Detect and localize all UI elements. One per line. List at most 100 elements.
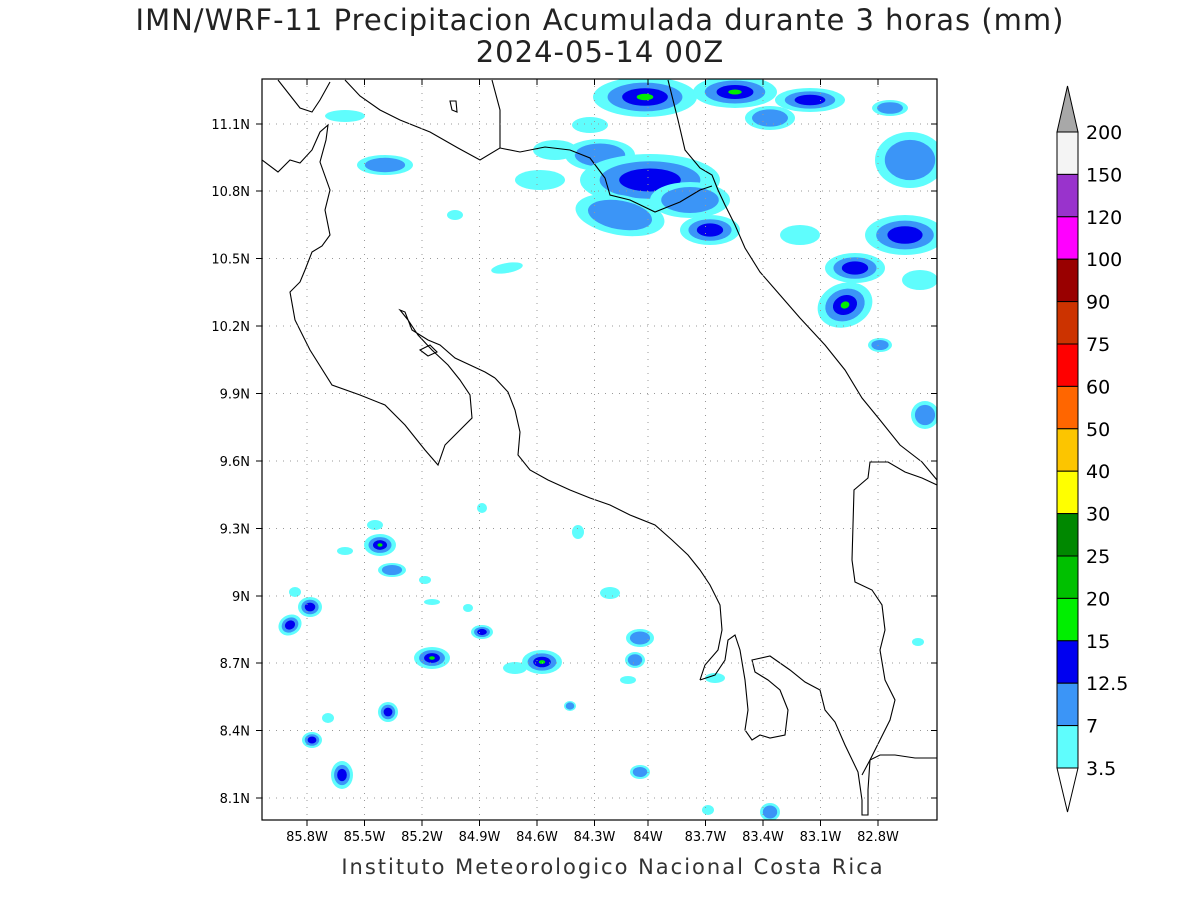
precip-cell <box>325 110 365 122</box>
precipitation-field <box>278 79 937 820</box>
lat-tick-label: 8.7N <box>220 657 250 672</box>
lat-tick-label: 10.5N <box>211 253 250 268</box>
lon-tick-label: 83.7W <box>685 830 727 845</box>
map-valid-time: 2024-05-14 00Z <box>475 35 725 69</box>
lon-tick-label: 85.2W <box>401 830 443 845</box>
precip-cell <box>572 525 584 539</box>
colorbar-level-label: 25 <box>1086 546 1110 568</box>
lat-tick-label: 8.4N <box>220 725 250 740</box>
precip-cell <box>661 187 719 213</box>
precip-cell <box>794 94 826 106</box>
lat-tick-label: 10.8N <box>211 185 250 200</box>
colorbar-level-label: 15 <box>1086 631 1110 653</box>
precip-cell <box>912 638 924 646</box>
lon-tick-label: 84W <box>633 830 663 845</box>
precip-cell <box>538 660 546 664</box>
precip-cell <box>914 404 936 426</box>
precip-cell <box>762 805 778 819</box>
precip-cell <box>419 576 431 584</box>
precip-cell <box>463 604 473 612</box>
precip-cell <box>337 547 353 555</box>
lon-tick-label: 82.8W <box>857 830 899 845</box>
colorbar-level-label: 20 <box>1086 588 1110 610</box>
precip-cell <box>620 676 636 684</box>
colorbar-box <box>1056 470 1079 515</box>
precip-cell <box>304 602 316 612</box>
lon-tick-label: 85.5W <box>344 830 386 845</box>
precip-cell <box>429 656 435 660</box>
lat-tick-label: 9.6N <box>220 455 250 470</box>
colorbar: 3.5 7 12.5 15 20 25 30 40 50 60 75 90 100 120 150 200 <box>1056 85 1128 813</box>
credit-text: Instituto Meteorologico Nacional Costa R… <box>341 855 885 879</box>
colorbar-level-label: 50 <box>1086 419 1110 441</box>
precip-cell <box>424 599 440 605</box>
colorbar-box <box>1056 597 1079 642</box>
lat-tick-label: 11.1N <box>211 118 250 133</box>
precip-cell <box>377 543 383 547</box>
colorbar-level-label: 120 <box>1086 207 1122 229</box>
precip-cell <box>696 223 724 237</box>
precip-cell <box>322 713 334 723</box>
colorbar-box <box>1056 301 1079 345</box>
lon-tick-label: 83.1W <box>800 830 842 845</box>
colorbar-level-label: 40 <box>1086 461 1110 483</box>
precip-cell <box>884 139 936 181</box>
precip-cell <box>871 339 889 351</box>
precip-cell <box>780 225 820 245</box>
precip-cell <box>587 199 653 231</box>
precip-cell <box>887 226 923 244</box>
colorbar-box <box>1056 216 1079 260</box>
precip-cell <box>383 707 393 717</box>
lat-tick-label: 10.2N <box>211 320 250 335</box>
map-title: IMN/WRF-11 Precipitacion Acumulada duran… <box>135 3 1065 37</box>
lat-lon-grid <box>262 79 937 820</box>
precip-cell <box>902 270 937 290</box>
precip-cell <box>728 89 742 95</box>
precip-cell <box>533 140 577 160</box>
precip-cell <box>752 109 788 127</box>
precip-cell <box>503 662 527 674</box>
precip-cell <box>477 503 487 513</box>
precip-cell <box>515 170 565 190</box>
precip-cell <box>636 93 654 101</box>
colorbar-level-label: 150 <box>1086 164 1122 186</box>
precip-cell <box>289 587 301 597</box>
colorbar-box <box>1056 725 1079 769</box>
colorbar-box <box>1056 385 1079 430</box>
colorbar-box <box>1056 555 1079 599</box>
colorbar-level-label: 3.5 <box>1086 758 1116 780</box>
precip-cell <box>702 805 714 815</box>
lon-tick-label: 84.6W <box>516 830 558 845</box>
colorbar-box <box>1056 428 1079 472</box>
lat-tick-label: 9.9N <box>220 388 250 403</box>
colorbar-level-label: 200 <box>1086 122 1122 144</box>
precip-cell <box>381 564 403 576</box>
colorbar-box <box>1056 131 1079 175</box>
lon-tick-label: 84.3W <box>574 830 616 845</box>
precip-cell <box>284 620 296 630</box>
colorbar-level-label: 60 <box>1086 376 1110 398</box>
colorbar-box <box>1056 513 1079 557</box>
colorbar-level-label: 7 <box>1086 716 1098 738</box>
precip-cell <box>619 168 681 192</box>
precip-cell <box>627 654 643 666</box>
precip-cell <box>477 628 487 636</box>
colorbar-box <box>1056 640 1079 684</box>
colorbar-level-label: 100 <box>1086 249 1122 271</box>
precip-cell <box>337 768 347 782</box>
precip-cell <box>367 520 383 530</box>
lon-tick-label: 85.8W <box>286 830 328 845</box>
lat-tick-label: 9N <box>232 590 250 605</box>
colorbar-box <box>1056 258 1079 303</box>
colorbar-level-label: 30 <box>1086 504 1110 526</box>
colorbar-box <box>1056 343 1079 387</box>
precip-cell <box>705 673 725 683</box>
colorbar-max-triangle <box>1056 85 1079 133</box>
precip-cell <box>841 261 869 275</box>
precip-cell <box>572 117 608 133</box>
precip-cell <box>307 736 317 744</box>
precip-cell <box>491 262 523 274</box>
lat-tick-label: 9.3N <box>220 523 250 538</box>
colorbar-level-label: 75 <box>1086 334 1110 356</box>
precip-cell <box>840 301 850 309</box>
